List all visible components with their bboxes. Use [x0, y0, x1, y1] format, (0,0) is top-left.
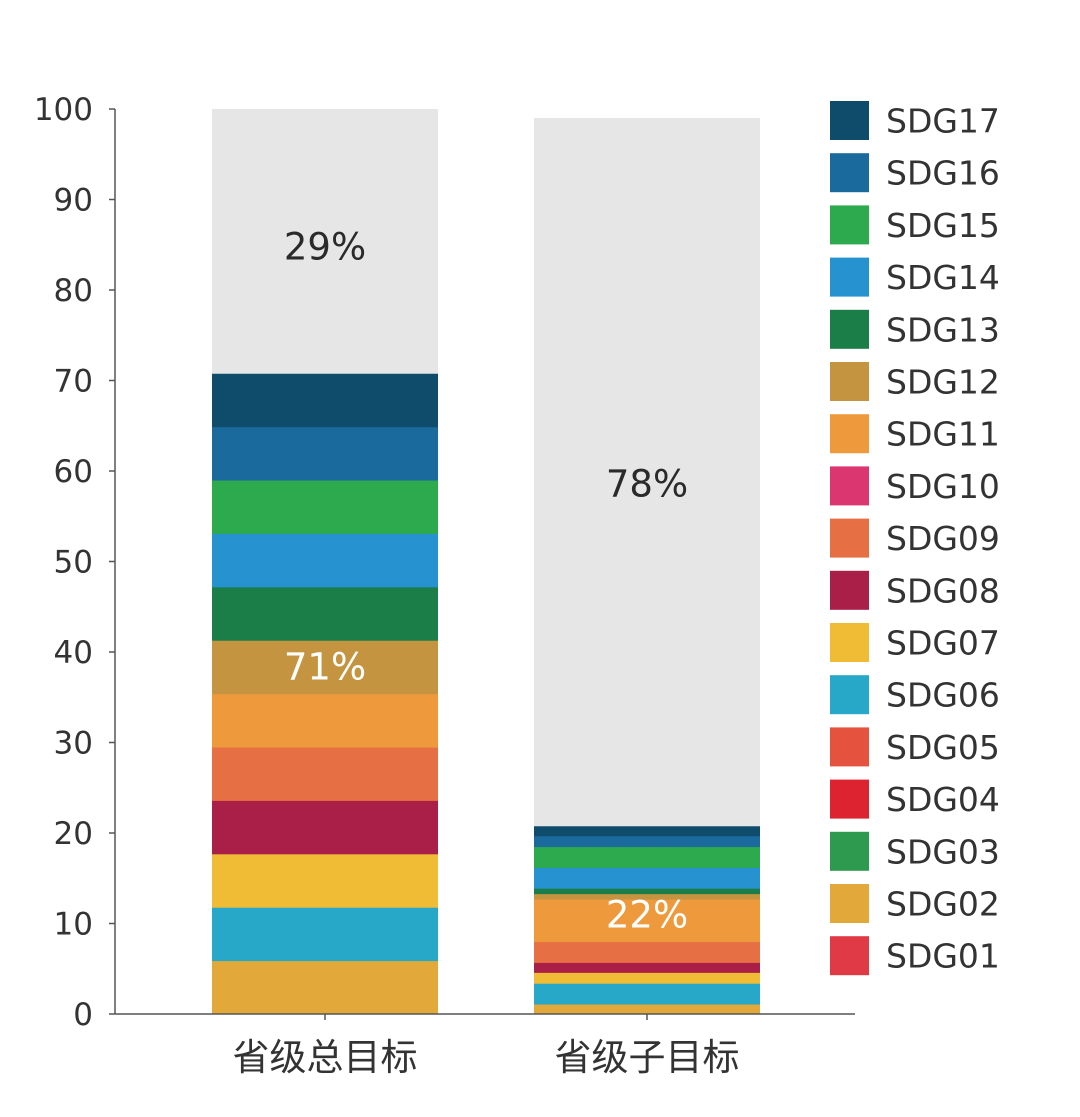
legend-label-sdg05: SDG05 — [886, 728, 1000, 767]
bar-segment-sdg13 — [534, 888, 760, 895]
bar-segment-sdg13 — [212, 586, 438, 641]
bar-segment-sdg07 — [212, 853, 438, 908]
data-label: 71% — [284, 645, 366, 688]
legend-swatch-sdg15 — [830, 205, 869, 245]
legend-swatch-sdg14 — [830, 257, 869, 297]
legend-swatch-sdg04 — [830, 779, 869, 819]
data-label: 29% — [284, 226, 366, 269]
legend-label-sdg09: SDG09 — [886, 519, 1000, 558]
bar-segment-sdg07 — [534, 972, 760, 984]
bar-segment-sdg09 — [534, 941, 760, 963]
legend-label-sdg15: SDG15 — [886, 206, 1000, 245]
y-tick-label: 100 — [34, 92, 93, 128]
legend-label-sdg14: SDG14 — [886, 258, 1000, 297]
x-tick-label: 省级总目标 — [233, 1036, 418, 1079]
y-tick-label: 80 — [54, 273, 93, 309]
legend-swatch-sdg13 — [830, 309, 869, 349]
legend-label-sdg02: SDG02 — [886, 885, 1000, 924]
legend: SDG17 SDG16 SDG15 SDG14 SDG13 SDG12 SDG11 SDG10… — [830, 101, 1000, 976]
bar-segment-remainder — [212, 109, 438, 374]
bar-segment-remainder — [534, 118, 760, 827]
bar-segment-sdg09 — [212, 747, 438, 801]
legend-label-sdg03: SDG03 — [886, 832, 1000, 871]
legend-label-sdg06: SDG06 — [886, 676, 1000, 715]
y-tick-label: 40 — [54, 635, 93, 671]
bar-segment-sdg17 — [212, 373, 438, 428]
data-labels-layer: 29% 71% 78% 22% — [284, 226, 688, 937]
y-tick-label: 60 — [54, 454, 93, 490]
bar-segment-sdg14 — [212, 533, 438, 588]
legend-swatch-sdg03 — [830, 831, 869, 871]
legend-label-sdg12: SDG12 — [886, 363, 1000, 402]
bar-segment-sdg14 — [534, 867, 760, 889]
legend-swatch-sdg11 — [830, 414, 869, 454]
y-tick-label: 50 — [54, 545, 93, 581]
legend-swatch-sdg08 — [830, 570, 869, 610]
bar-segment-sdg08 — [212, 800, 438, 855]
legend-swatch-sdg09 — [830, 518, 869, 558]
x-tick-label: 省级子目标 — [555, 1036, 740, 1079]
legend-swatch-sdg12 — [830, 362, 869, 401]
legend-swatch-sdg17 — [830, 101, 869, 140]
bar-segment-sdg15 — [534, 846, 760, 868]
y-tick-label: 0 — [73, 997, 93, 1033]
legend-swatch-sdg05 — [830, 727, 869, 767]
legend-swatch-sdg16 — [830, 153, 869, 193]
axes-layer: 0 10 20 30 40 50 60 70 80 90 100 省级总目标 省级子目标 — [34, 92, 855, 1079]
legend-swatch-sdg02 — [830, 884, 869, 923]
y-tick-label: 30 — [54, 726, 93, 762]
bar-segment-sdg08 — [534, 962, 760, 973]
legend-swatch-sdg01 — [830, 936, 869, 976]
bar-segment-sdg02 — [534, 1004, 760, 1015]
y-tick-label: 10 — [54, 907, 93, 943]
data-label: 22% — [606, 893, 688, 936]
legend-label-sdg11: SDG11 — [886, 415, 1000, 454]
y-tick-label: 70 — [54, 364, 93, 400]
bar-segment-sdg17 — [534, 825, 760, 837]
legend-label-sdg13: SDG13 — [886, 310, 1000, 349]
bar-segment-sdg16 — [534, 835, 760, 848]
bar-segment-sdg11 — [534, 899, 760, 943]
bar-segment-sdg15 — [212, 480, 438, 534]
data-label: 78% — [606, 463, 688, 506]
legend-label-sdg07: SDG07 — [886, 624, 1000, 663]
bar-segment-sdg12 — [534, 893, 760, 900]
y-tick-label: 90 — [54, 183, 93, 219]
legend-swatch-sdg06 — [830, 675, 869, 715]
bar-segment-sdg06 — [212, 907, 438, 962]
bar-segment-sdg02 — [212, 960, 438, 1015]
bar-segment-sdg12 — [212, 640, 438, 695]
legend-label-sdg08: SDG08 — [886, 571, 1000, 610]
bar-segment-sdg11 — [212, 693, 438, 748]
legend-label-sdg10: SDG10 — [886, 467, 1000, 506]
legend-swatch-sdg07 — [830, 623, 869, 662]
legend-label-sdg01: SDG01 — [886, 937, 1000, 976]
legend-label-sdg16: SDG16 — [886, 154, 1000, 193]
bar-segment-sdg16 — [212, 426, 438, 481]
bars-layer — [212, 109, 760, 1015]
legend-label-sdg04: SDG04 — [886, 780, 1000, 819]
y-tick-label: 20 — [54, 816, 93, 852]
bar-segment-sdg06 — [534, 983, 760, 1005]
legend-swatch-sdg10 — [830, 466, 869, 506]
legend-label-sdg17: SDG17 — [886, 102, 1000, 141]
